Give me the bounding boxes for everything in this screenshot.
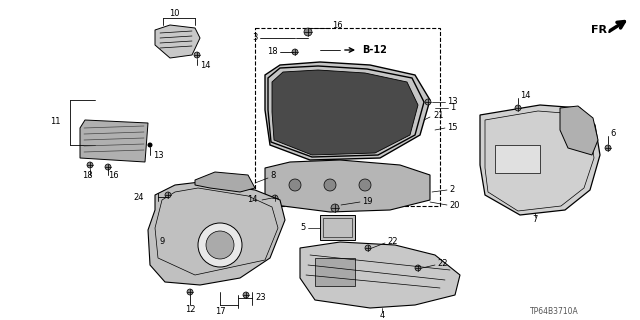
Bar bbox=[323, 218, 352, 237]
Text: 21: 21 bbox=[433, 110, 444, 119]
Text: 18: 18 bbox=[268, 47, 278, 57]
Text: 22: 22 bbox=[387, 236, 397, 245]
Text: 3: 3 bbox=[253, 34, 258, 43]
Circle shape bbox=[243, 292, 249, 298]
Polygon shape bbox=[265, 62, 430, 160]
Text: 19: 19 bbox=[362, 197, 372, 206]
Bar bbox=[315, 258, 355, 286]
Text: 15: 15 bbox=[447, 124, 458, 132]
Text: 16: 16 bbox=[108, 171, 118, 180]
Text: 14: 14 bbox=[200, 60, 211, 69]
Polygon shape bbox=[80, 120, 148, 162]
Circle shape bbox=[187, 289, 193, 295]
Text: 12: 12 bbox=[185, 306, 195, 315]
Circle shape bbox=[272, 195, 278, 201]
Circle shape bbox=[415, 265, 421, 271]
Text: B-12: B-12 bbox=[362, 45, 387, 55]
Text: 7: 7 bbox=[532, 215, 538, 225]
Circle shape bbox=[292, 49, 298, 55]
Circle shape bbox=[324, 179, 336, 191]
Circle shape bbox=[194, 52, 200, 58]
Circle shape bbox=[605, 145, 611, 151]
Text: 11: 11 bbox=[50, 117, 60, 126]
Text: 20: 20 bbox=[449, 201, 460, 210]
Circle shape bbox=[198, 223, 242, 267]
Text: 8: 8 bbox=[270, 172, 275, 180]
Circle shape bbox=[105, 164, 111, 170]
Text: 14: 14 bbox=[248, 196, 258, 204]
Text: 18: 18 bbox=[82, 171, 93, 180]
Text: 13: 13 bbox=[153, 150, 164, 159]
Text: FR.: FR. bbox=[591, 25, 611, 35]
Text: TP64B3710A: TP64B3710A bbox=[530, 308, 579, 316]
Polygon shape bbox=[560, 106, 598, 155]
Text: 14: 14 bbox=[520, 91, 531, 100]
Circle shape bbox=[289, 179, 301, 191]
Bar bbox=[320, 215, 355, 240]
Circle shape bbox=[87, 162, 93, 168]
Text: 10: 10 bbox=[169, 9, 179, 18]
Polygon shape bbox=[155, 25, 200, 58]
Polygon shape bbox=[272, 70, 418, 155]
Text: 13: 13 bbox=[447, 98, 458, 107]
Text: 22: 22 bbox=[437, 259, 447, 268]
Polygon shape bbox=[300, 242, 460, 308]
Circle shape bbox=[147, 142, 152, 148]
Circle shape bbox=[331, 204, 339, 212]
Text: 4: 4 bbox=[380, 310, 385, 319]
Text: 16: 16 bbox=[332, 20, 342, 29]
Text: 9: 9 bbox=[160, 237, 165, 246]
Circle shape bbox=[365, 245, 371, 251]
Polygon shape bbox=[480, 105, 600, 215]
Circle shape bbox=[425, 99, 431, 105]
Circle shape bbox=[515, 105, 521, 111]
Bar bbox=[255, 28, 440, 206]
Circle shape bbox=[304, 28, 312, 36]
Text: 1: 1 bbox=[450, 103, 455, 113]
Circle shape bbox=[165, 192, 171, 198]
Polygon shape bbox=[265, 160, 430, 212]
Bar bbox=[495, 145, 540, 173]
Circle shape bbox=[359, 179, 371, 191]
Text: 23: 23 bbox=[255, 293, 266, 302]
Text: 2: 2 bbox=[449, 186, 454, 195]
Circle shape bbox=[206, 231, 234, 259]
Text: 6: 6 bbox=[610, 129, 616, 138]
Polygon shape bbox=[148, 182, 285, 285]
Text: 17: 17 bbox=[214, 308, 225, 316]
Text: 5: 5 bbox=[301, 223, 306, 233]
Text: 24: 24 bbox=[134, 193, 144, 202]
Polygon shape bbox=[195, 172, 255, 192]
